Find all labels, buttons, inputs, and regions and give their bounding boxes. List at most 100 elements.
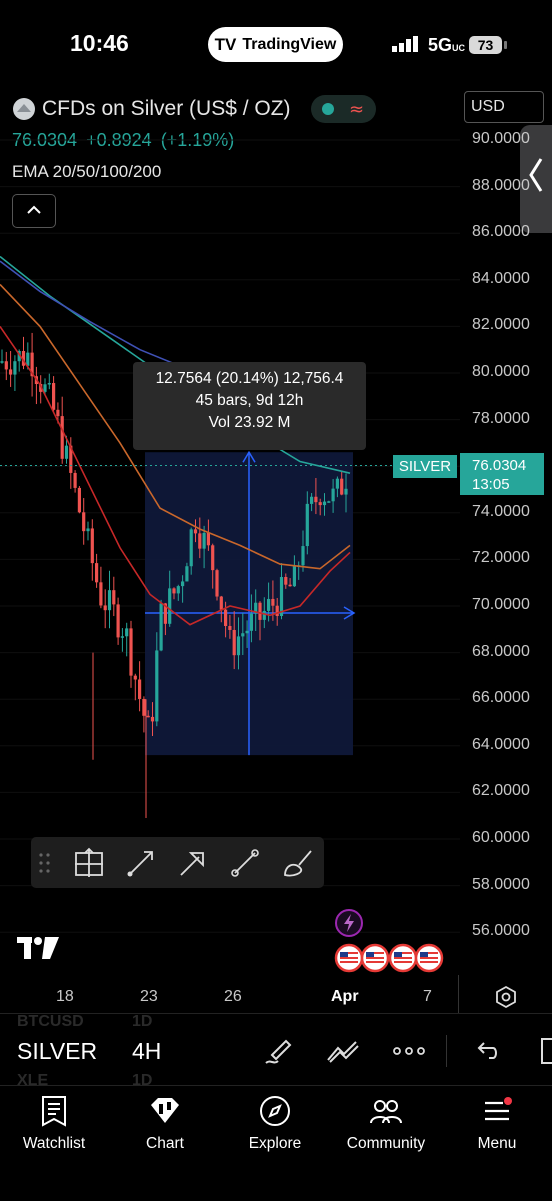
- chevron-up-icon: [26, 202, 42, 220]
- chart-settings-icon[interactable]: [494, 985, 518, 1014]
- candle-body: [13, 361, 17, 375]
- candle-body: [107, 590, 112, 611]
- collapse-legend-button[interactable]: [12, 194, 56, 228]
- lightning-event-icon[interactable]: [334, 908, 364, 943]
- nav-explore[interactable]: Explore: [225, 1095, 325, 1153]
- chart-icon: [151, 1098, 179, 1123]
- status-time: 10:46: [70, 30, 129, 56]
- price-tick: 68.0000: [472, 642, 530, 660]
- prev-symbol-ghost: BTCUSD: [17, 1013, 84, 1030]
- timeframe-selector[interactable]: 4H: [132, 1038, 162, 1064]
- nav-community[interactable]: Community: [336, 1095, 436, 1153]
- candle-body: [327, 501, 331, 503]
- price-chart[interactable]: [0, 0, 460, 980]
- ema-20-line: [0, 325, 351, 626]
- axis-divider: [458, 975, 459, 1013]
- signal-icon: [392, 36, 420, 57]
- candle-body: [176, 586, 180, 594]
- candle-body: [292, 566, 296, 587]
- candle-body: [198, 533, 202, 549]
- ema-50-line: [0, 283, 351, 570]
- candle-body: [125, 628, 129, 637]
- indicators-icon[interactable]: [326, 1038, 360, 1069]
- candle-body: [254, 602, 258, 614]
- economic-events-icon[interactable]: [334, 943, 446, 978]
- candle-body: [60, 416, 64, 459]
- measure-tool-icon[interactable]: [73, 847, 105, 879]
- candle-body: [90, 528, 94, 564]
- drawing-toolbar: [31, 837, 324, 888]
- nav-menu[interactable]: Menu: [447, 1095, 547, 1153]
- drag-handle-icon[interactable]: [39, 852, 51, 874]
- nav-watchlist[interactable]: Watchlist: [4, 1095, 104, 1153]
- candle-body: [344, 488, 348, 495]
- price-tick: 86.0000: [472, 223, 530, 241]
- chevron-left-icon: [528, 157, 544, 202]
- more-options-icon[interactable]: [392, 1044, 426, 1062]
- candle-body: [77, 487, 81, 513]
- candle-body: [47, 383, 51, 385]
- candle-body: [82, 512, 86, 532]
- candle-body: [228, 625, 232, 630]
- candle-body: [120, 636, 124, 638]
- prev-symbol-tf-ghost: 1D: [132, 1013, 153, 1030]
- measure-bars: 45 bars, 9d 12h: [195, 392, 304, 409]
- time-tick-apr: Apr: [331, 988, 359, 1005]
- candle-body: [301, 546, 305, 566]
- candle-body: [9, 369, 13, 375]
- time-tick-18: 18: [56, 988, 74, 1005]
- measure-arrow-up: [242, 450, 256, 463]
- fullscreen-icon[interactable]: [536, 1035, 552, 1072]
- symbol-price-label: SILVER: [393, 455, 457, 478]
- time-tick-7: 7: [423, 988, 432, 1005]
- candle-body: [305, 503, 309, 547]
- candle-body: [95, 563, 99, 583]
- candle-body: [73, 472, 77, 488]
- candle-body: [224, 609, 228, 626]
- candle-body: [163, 603, 167, 624]
- price-tick: 62.0000: [472, 782, 530, 800]
- brush-tool-icon[interactable]: [281, 847, 315, 879]
- price-tick: 70.0000: [472, 596, 530, 613]
- candle-body: [215, 570, 219, 597]
- trend-line-tool-icon[interactable]: [229, 847, 261, 879]
- candle-body: [112, 590, 116, 605]
- indicator-label[interactable]: EMA 20/50/100/200: [12, 162, 162, 181]
- symbol-selector[interactable]: SILVER: [17, 1038, 98, 1064]
- candle-body: [99, 582, 103, 606]
- candle-body: [21, 351, 26, 366]
- candle-body: [193, 529, 198, 534]
- candle-body: [17, 351, 21, 362]
- side-panel-tab[interactable]: [520, 125, 552, 233]
- svg-text:≈: ≈: [349, 99, 364, 120]
- arrow-line-tool-icon[interactable]: [125, 847, 157, 879]
- symbol-title[interactable]: CFDs on Silver (US$ / OZ): [42, 97, 291, 120]
- tradingview-pill[interactable]: TV TradingView: [208, 27, 343, 62]
- currency-button[interactable]: USD: [464, 91, 544, 123]
- candle-body: [284, 576, 288, 585]
- next-symbol-tf-ghost: 1D: [132, 1072, 153, 1089]
- candle-body: [155, 650, 159, 722]
- candle-body: [172, 588, 176, 594]
- battery-tip: [504, 41, 507, 49]
- candle-body: [219, 596, 223, 610]
- candle-body: [245, 630, 249, 634]
- time-tick-26: 26: [224, 988, 242, 1005]
- measure-arrow-right: [343, 606, 356, 620]
- price-tick: 90.0000: [472, 130, 530, 147]
- candle-body: [189, 529, 193, 567]
- drawing-tools-icon[interactable]: [262, 1035, 294, 1072]
- arrow-tool-icon[interactable]: [177, 847, 209, 879]
- undo-icon[interactable]: [473, 1038, 499, 1069]
- tradingview-watermark-icon: [17, 937, 59, 964]
- candle-body: [103, 605, 107, 611]
- candle-body: [129, 628, 133, 676]
- compass-icon: [260, 1096, 290, 1126]
- market-status-indicator[interactable]: ≈: [311, 95, 376, 123]
- bottom-navigation: [0, 1085, 552, 1201]
- candle-body: [310, 496, 314, 504]
- nav-chart[interactable]: Chart: [115, 1095, 215, 1153]
- network-type: 5GUC: [428, 35, 466, 55]
- candle-body: [86, 528, 90, 532]
- candle-body: [138, 679, 142, 699]
